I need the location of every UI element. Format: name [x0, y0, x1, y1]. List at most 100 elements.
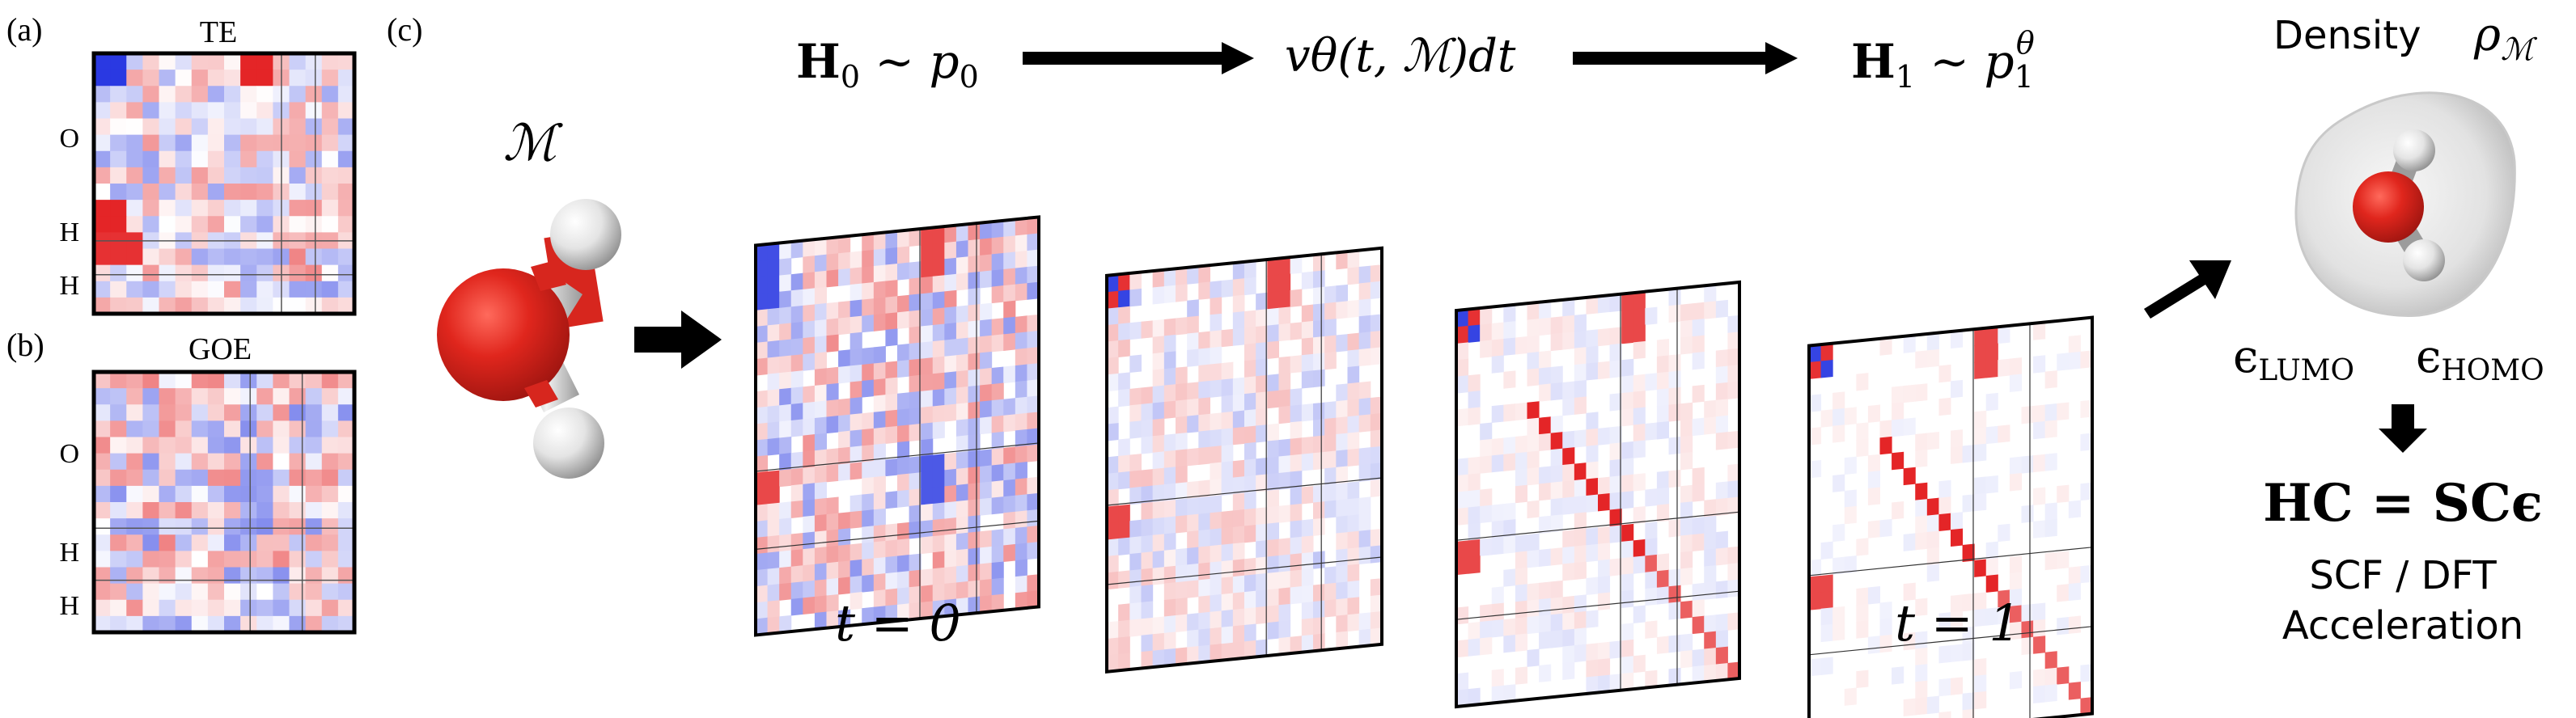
heatmap-cell	[1027, 379, 1040, 398]
heatmap-cell	[1370, 462, 1383, 481]
heatmap-cell	[1668, 585, 1681, 604]
heatmap-cell	[1621, 639, 1634, 658]
heatmap-cell	[1715, 547, 1728, 566]
heatmap-cell	[1129, 420, 1142, 439]
heatmap-cell	[909, 294, 922, 312]
heatmap-cell	[1267, 291, 1279, 310]
heatmap-cell	[110, 86, 127, 103]
heatmap-cell	[1621, 523, 1634, 543]
heatmap-cell	[191, 485, 209, 503]
heatmap-cell	[1562, 546, 1575, 565]
heatmap-cell	[305, 599, 323, 617]
heatmap-cell	[94, 453, 111, 471]
heatmap-cell	[1621, 573, 1634, 592]
heatmap-cell	[1926, 497, 1939, 517]
heatmap-cell	[1324, 450, 1337, 469]
heatmap-cell	[1003, 398, 1016, 416]
heatmap-cell	[159, 420, 176, 437]
heatmap-cell	[305, 437, 323, 454]
heatmap-cell	[1267, 555, 1279, 574]
heatmap-cell	[240, 134, 257, 152]
heatmap-cell	[2021, 620, 2034, 639]
heatmap-cell	[94, 420, 111, 437]
heatmap-cell	[305, 264, 323, 282]
heatmap-cell	[1539, 301, 1552, 319]
heatmap-cell	[1290, 520, 1303, 538]
heatmap-cell	[1163, 467, 1176, 485]
heatmap-cell	[1727, 546, 1740, 565]
heatmap-cell	[256, 469, 273, 487]
heatmap-cell	[273, 388, 290, 405]
heatmap-cell	[1550, 448, 1563, 467]
heatmap-cell	[1290, 569, 1303, 588]
heatmap-cell	[1141, 518, 1154, 537]
heatmap-cell	[955, 516, 969, 534]
heatmap-cell	[126, 518, 143, 535]
heatmap-cell	[240, 53, 257, 70]
heatmap-cell	[1550, 365, 1563, 384]
heatmap-cell	[1562, 463, 1575, 482]
heatmap-cell	[849, 592, 862, 610]
heatmap-cell	[1480, 505, 1493, 523]
heatmap-cell	[2068, 682, 2081, 700]
heatmap-cell	[1244, 277, 1256, 296]
heatmap-cell	[803, 580, 816, 598]
heatmap-cell	[1221, 395, 1234, 413]
heatmap-cell	[955, 353, 969, 372]
heatmap-cell	[142, 216, 159, 233]
heatmap-cell	[1221, 279, 1234, 298]
heatmap-cell	[305, 150, 323, 168]
heatmap-cell	[1609, 393, 1622, 412]
heatmap-cell	[1692, 384, 1705, 403]
heatmap-cell	[1468, 456, 1481, 475]
heatmap-cell	[1892, 501, 1904, 520]
heatmap-cell	[1633, 340, 1646, 360]
heatmap-cell	[1621, 540, 1634, 559]
heatmap-cell	[1118, 537, 1130, 555]
heatmap-cell	[873, 345, 886, 364]
heatmap-cell	[1985, 343, 1998, 362]
heatmap-cell	[1527, 467, 1540, 486]
heatmap-cell	[1633, 473, 1646, 492]
heatmap-cell	[1221, 328, 1234, 348]
heatmap-cell	[1256, 457, 1268, 476]
heatmap-cell	[1107, 340, 1119, 359]
heatmap-cell	[1539, 615, 1552, 633]
heatmap-cell	[897, 457, 910, 475]
heatmap-cell	[814, 400, 827, 419]
heatmap-cell	[2009, 374, 2023, 392]
heatmap-cell	[207, 248, 225, 266]
heatmap-cell	[1456, 325, 1469, 344]
heatmap-cell	[337, 372, 355, 389]
heatmap-cell	[126, 134, 143, 152]
heatmap-cell	[1015, 526, 1027, 545]
heatmap-cell	[1267, 605, 1279, 623]
heatmap-cell	[337, 70, 355, 87]
heatmap-cell	[909, 391, 922, 409]
heatmap-cell	[968, 385, 981, 403]
heatmap-cell	[2021, 603, 2034, 623]
heatmap-cell	[921, 276, 934, 294]
heatmap-cell	[991, 399, 1004, 417]
heatmap-cell	[207, 150, 225, 168]
heatmap-cell	[921, 292, 934, 310]
heatmap-cell	[1163, 483, 1176, 502]
heatmap-cell	[790, 451, 803, 470]
heatmap-cell	[1107, 373, 1119, 392]
heatmap-cell	[126, 281, 143, 298]
heatmap-cell	[1003, 316, 1016, 335]
heatmap-cell	[909, 585, 922, 604]
heatmap-cell	[1562, 479, 1575, 499]
heatmap-cell	[1129, 519, 1142, 538]
heatmap-cell	[224, 551, 241, 568]
heatmap-cell	[1668, 386, 1681, 406]
heatmap-cell	[1515, 435, 1527, 454]
panel-a-tag: (a)	[6, 11, 42, 48]
heatmap-cell	[1515, 666, 1527, 685]
heatmap-cell	[932, 599, 945, 619]
heatmap-cell	[337, 551, 355, 568]
heatmap-cell	[1210, 297, 1222, 315]
heatmap-cell	[1107, 555, 1119, 573]
heatmap-cell	[1176, 482, 1188, 500]
heatmap-cell	[1152, 649, 1165, 668]
